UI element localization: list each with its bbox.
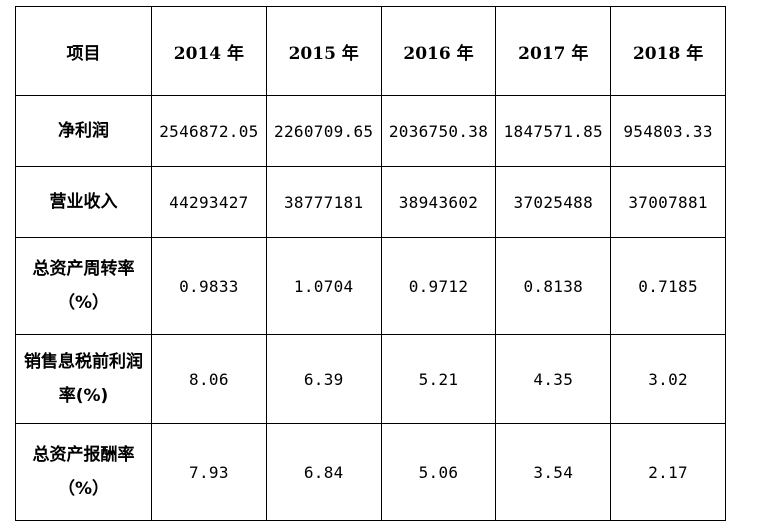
table-row: 营业收入 44293427 38777181 38943602 37025488… bbox=[15, 166, 726, 238]
header-cell-2017: 2017 年 bbox=[495, 6, 612, 96]
row-label: 总资产报酬率（%） bbox=[15, 423, 152, 521]
row-label: 总资产周转率（%） bbox=[15, 237, 152, 335]
table-cell: 37025488 bbox=[495, 166, 612, 238]
header-row: 项目 2014 年 2015 年 2016 年 2017 年 2018 年 bbox=[15, 6, 726, 96]
table-row: 总资产报酬率（%） 7.93 6.84 5.06 3.54 2.17 bbox=[15, 423, 726, 521]
table-cell: 38943602 bbox=[380, 166, 497, 238]
table-row: 总资产周转率（%） 0.9833 1.0704 0.9712 0.8138 0.… bbox=[15, 237, 726, 335]
table-cell: 6.84 bbox=[265, 423, 382, 521]
table-cell: 37007881 bbox=[610, 166, 726, 238]
table-cell: 7.93 bbox=[151, 423, 267, 521]
table-cell: 1847571.85 bbox=[495, 95, 612, 167]
table-cell: 0.9712 bbox=[380, 237, 497, 335]
row-label: 营业收入 bbox=[15, 166, 152, 238]
table-cell: 3.02 bbox=[610, 334, 726, 424]
table-cell: 1.0704 bbox=[265, 237, 382, 335]
header-cell-2016: 2016 年 bbox=[380, 6, 497, 96]
row-label: 销售息税前利润率(%) bbox=[15, 334, 152, 424]
financial-table: 项目 2014 年 2015 年 2016 年 2017 年 2018 年 净利… bbox=[15, 6, 726, 521]
table-cell: 5.06 bbox=[380, 423, 497, 521]
header-cell-2014: 2014 年 bbox=[151, 6, 267, 96]
table-cell: 2546872.05 bbox=[151, 95, 267, 167]
table-cell: 44293427 bbox=[151, 166, 267, 238]
row-label: 净利润 bbox=[15, 95, 152, 167]
table-cell: 38777181 bbox=[265, 166, 382, 238]
table-cell: 5.21 bbox=[380, 334, 497, 424]
table-row: 销售息税前利润率(%) 8.06 6.39 5.21 4.35 3.02 bbox=[15, 334, 726, 424]
table-cell: 2036750.38 bbox=[380, 95, 497, 167]
table-cell: 0.7185 bbox=[610, 237, 726, 335]
table-cell: 3.54 bbox=[495, 423, 612, 521]
table-cell: 2260709.65 bbox=[265, 95, 382, 167]
table-cell: 4.35 bbox=[495, 334, 612, 424]
table-cell: 0.8138 bbox=[495, 237, 612, 335]
header-cell-item: 项目 bbox=[15, 6, 152, 96]
table-cell: 2.17 bbox=[610, 423, 726, 521]
table-cell: 954803.33 bbox=[610, 95, 726, 167]
table-row: 净利润 2546872.05 2260709.65 2036750.38 184… bbox=[15, 95, 726, 167]
table-cell: 6.39 bbox=[265, 334, 382, 424]
header-cell-2015: 2015 年 bbox=[265, 6, 382, 96]
table-cell: 0.9833 bbox=[151, 237, 267, 335]
header-cell-2018: 2018 年 bbox=[610, 6, 726, 96]
table-cell: 8.06 bbox=[151, 334, 267, 424]
